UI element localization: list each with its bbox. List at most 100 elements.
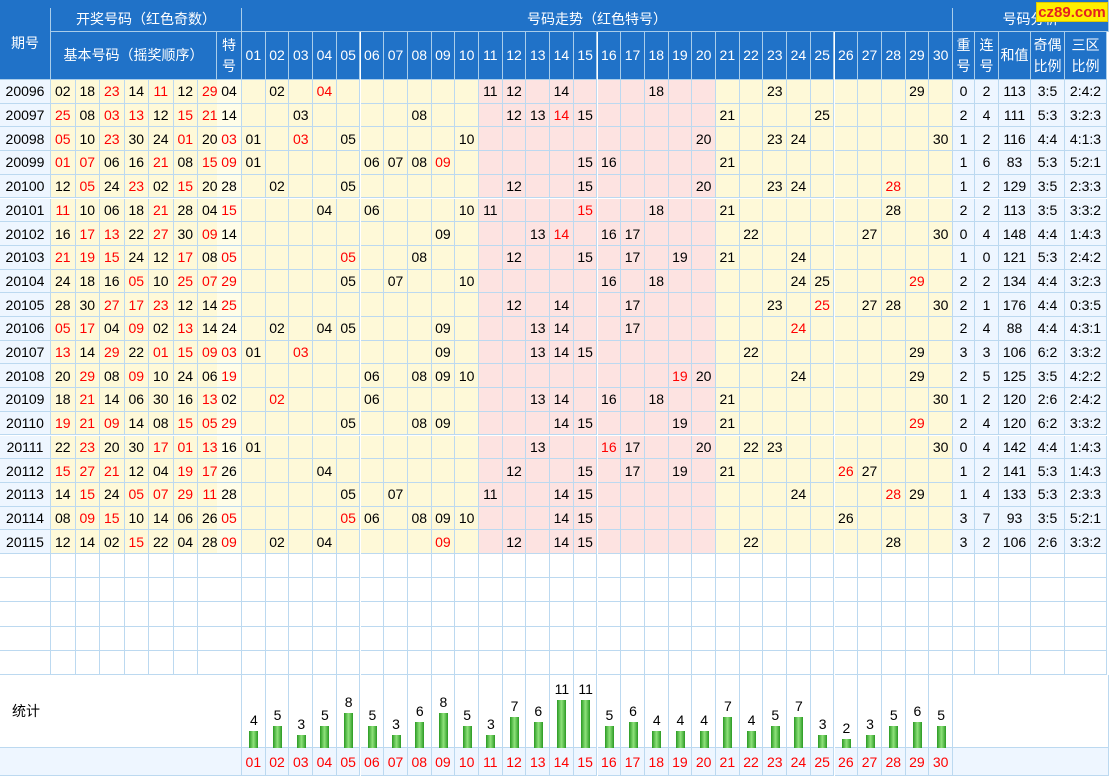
repeat-cell: 1 [953,245,975,270]
trend-hit: 13 [526,222,551,246]
odd-even-header: 奇偶 比例 [1031,32,1065,80]
empty-cell [787,650,811,675]
trend-cell [550,174,574,199]
sum-cell: 116 [999,127,1031,152]
trend-hit: 29 [905,364,930,389]
trend-cell [265,198,290,223]
trend-cell [550,435,574,460]
sum-cell: 113 [999,80,1031,104]
empty-cell [905,626,930,651]
trend-cell [644,222,669,246]
consec-cell: 2 [975,174,999,199]
empty-cell [739,602,764,627]
trend-cell [621,80,645,104]
trend-cell [384,411,408,436]
trend-hit: 01 [242,151,266,175]
trend-cell [692,293,716,317]
trend-cell [763,482,788,507]
sum-cell: 125 [999,364,1031,389]
trend-cell [905,317,930,341]
trend-cell [739,293,764,317]
oddeven-cell: 6:2 [1031,340,1065,365]
trend-col-header: 22 [739,32,764,80]
trend-col-header: 08 [407,32,432,80]
trend-cell [360,530,385,554]
trend-cell [479,222,503,246]
trend-cell [407,317,432,341]
draw-numbers-header: 开奖号码（红色奇数） [51,8,242,32]
base-number: 21 [75,411,100,436]
empty-cell [242,626,266,651]
footer-number: 22 [739,748,764,776]
footer-number: 21 [716,748,740,776]
empty-cell [573,626,598,651]
trend-hit: 14 [550,340,574,365]
trend-hit: 25 [810,103,835,128]
empty-cell [100,578,125,603]
empty-cell [526,602,551,627]
trend-cell [313,506,337,531]
base-number: 10 [75,127,100,152]
special-number-header: 特号 [217,32,242,80]
trend-cell [360,222,385,246]
trend-cell [905,293,930,317]
base-number: 14 [124,411,149,436]
trend-cell [716,506,740,531]
trend-cell [407,459,432,483]
base-number: 15 [124,530,149,554]
base-number: 18 [124,198,149,223]
base-number: 06 [100,151,125,175]
empty-cell [905,554,930,579]
trend-cell [526,198,551,223]
trend-hit: 17 [621,222,645,246]
trend-cell [739,317,764,341]
trend-cell [479,103,503,128]
stat-bar [510,717,520,748]
trend-hit: 20 [692,364,716,389]
trend-cell [455,435,479,460]
trend-cell [573,127,598,152]
base-number: 15 [100,245,125,270]
trend-cell [644,151,669,175]
empty-cell [289,602,314,627]
trend-cell [479,174,503,199]
trend-hit: 16 [597,151,622,175]
trend-cell [597,174,622,199]
trend-cell [834,222,859,246]
trend-hit: 16 [597,435,622,460]
empty-cell [953,626,975,651]
base-number: 12 [149,245,174,270]
period-cell: 20106 [0,317,51,341]
empty-cell [336,650,361,675]
empty-cell [597,626,622,651]
empty-cell [384,650,408,675]
trend-hit: 17 [621,317,645,341]
base-number: 14 [75,340,100,365]
trend-cell [597,80,622,104]
trend-cell [929,411,953,436]
trend-hit: 13 [526,340,551,365]
empty-cell [75,650,100,675]
trend-col-header: 02 [265,32,290,80]
sum-cell: 142 [999,435,1031,460]
trend-cell [502,435,527,460]
sum-cell: 113 [999,198,1031,223]
trend-hit: 09 [431,151,456,175]
trend-cell [550,459,574,483]
trend-cell [384,317,408,341]
trend-cell [597,293,622,317]
trend-cell [384,530,408,554]
site-logo[interactable]: cz89.com [1036,2,1108,22]
trend-cell [502,364,527,389]
trend-hit: 04 [313,198,337,223]
empty-cell [668,602,693,627]
special-number: 04 [217,80,242,104]
trend-cell [787,530,811,554]
footer-number: 24 [787,748,811,776]
trend-cell [621,198,645,223]
base-number: 24 [51,269,76,294]
trend-cell [479,459,503,483]
special-number: 14 [217,222,242,246]
empty-cell [384,626,408,651]
